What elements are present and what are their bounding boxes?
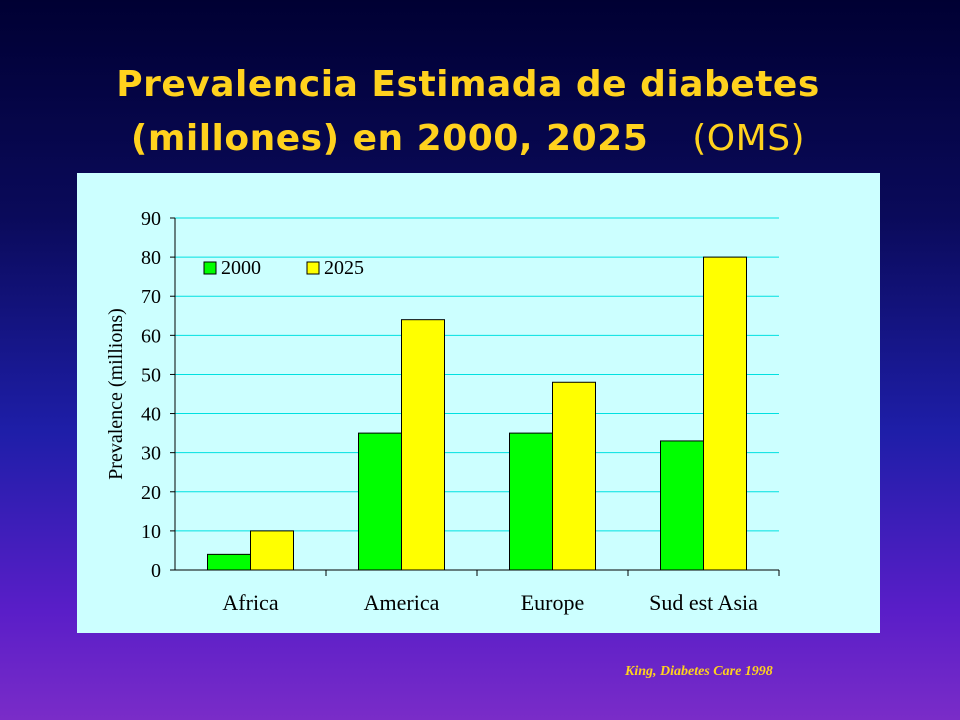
y-tick-label: 40 [141,404,161,426]
title-line-2: (millones) en 2000, 2025 (OMS) [0,112,936,166]
legend-label-2000: 2000 [221,257,261,279]
y-tick-label: 80 [141,247,161,269]
y-tick-label: 70 [141,286,161,308]
bar-2025-sud-est-asia [703,256,747,571]
y-axis-label: Prevalence (millions) [105,308,127,480]
bar-2025-america [401,319,445,571]
x-tick-label: Africa [222,590,278,615]
y-tick-label: 20 [141,482,161,504]
title-suffix: (OMS) [692,118,806,159]
source-citation: King, Diabetes Care 1998 [625,664,773,679]
y-tick-label: 50 [141,364,161,386]
title-years: (millones) en 2000, 2025 [130,118,649,159]
bar-2000-europe [509,432,553,571]
x-tick-label: Sud est Asia [649,590,758,615]
y-tick-label: 30 [141,443,161,465]
x-tick-label: America [364,590,440,615]
y-tick-label: 90 [141,208,161,230]
legend-swatch-2000 [203,261,217,275]
bar-2000-america [358,432,402,571]
legend-swatch-2025 [306,261,320,275]
chart-panel: 0 10 20 30 40 50 60 70 80 90 Prevalence (millions)… [77,173,880,633]
y-tick-label: 60 [141,325,161,347]
slide-title: Prevalencia Estimada de diabetes (millon… [0,58,936,166]
bar-chart: 0 10 20 30 40 50 60 70 80 90 Prevalence (millions)… [105,208,780,615]
legend-label-2025: 2025 [324,257,364,279]
title-line-1: Prevalencia Estimada de diabetes [116,64,820,105]
y-tick-label: 10 [141,521,161,543]
bar-2025-africa [250,530,294,571]
x-tick-label: Europe [521,590,585,615]
bar-2000-africa [207,553,251,571]
bar-2025-europe [552,381,596,571]
bar-2000-sud-est-asia [660,440,704,571]
y-tick-label: 0 [151,560,161,582]
